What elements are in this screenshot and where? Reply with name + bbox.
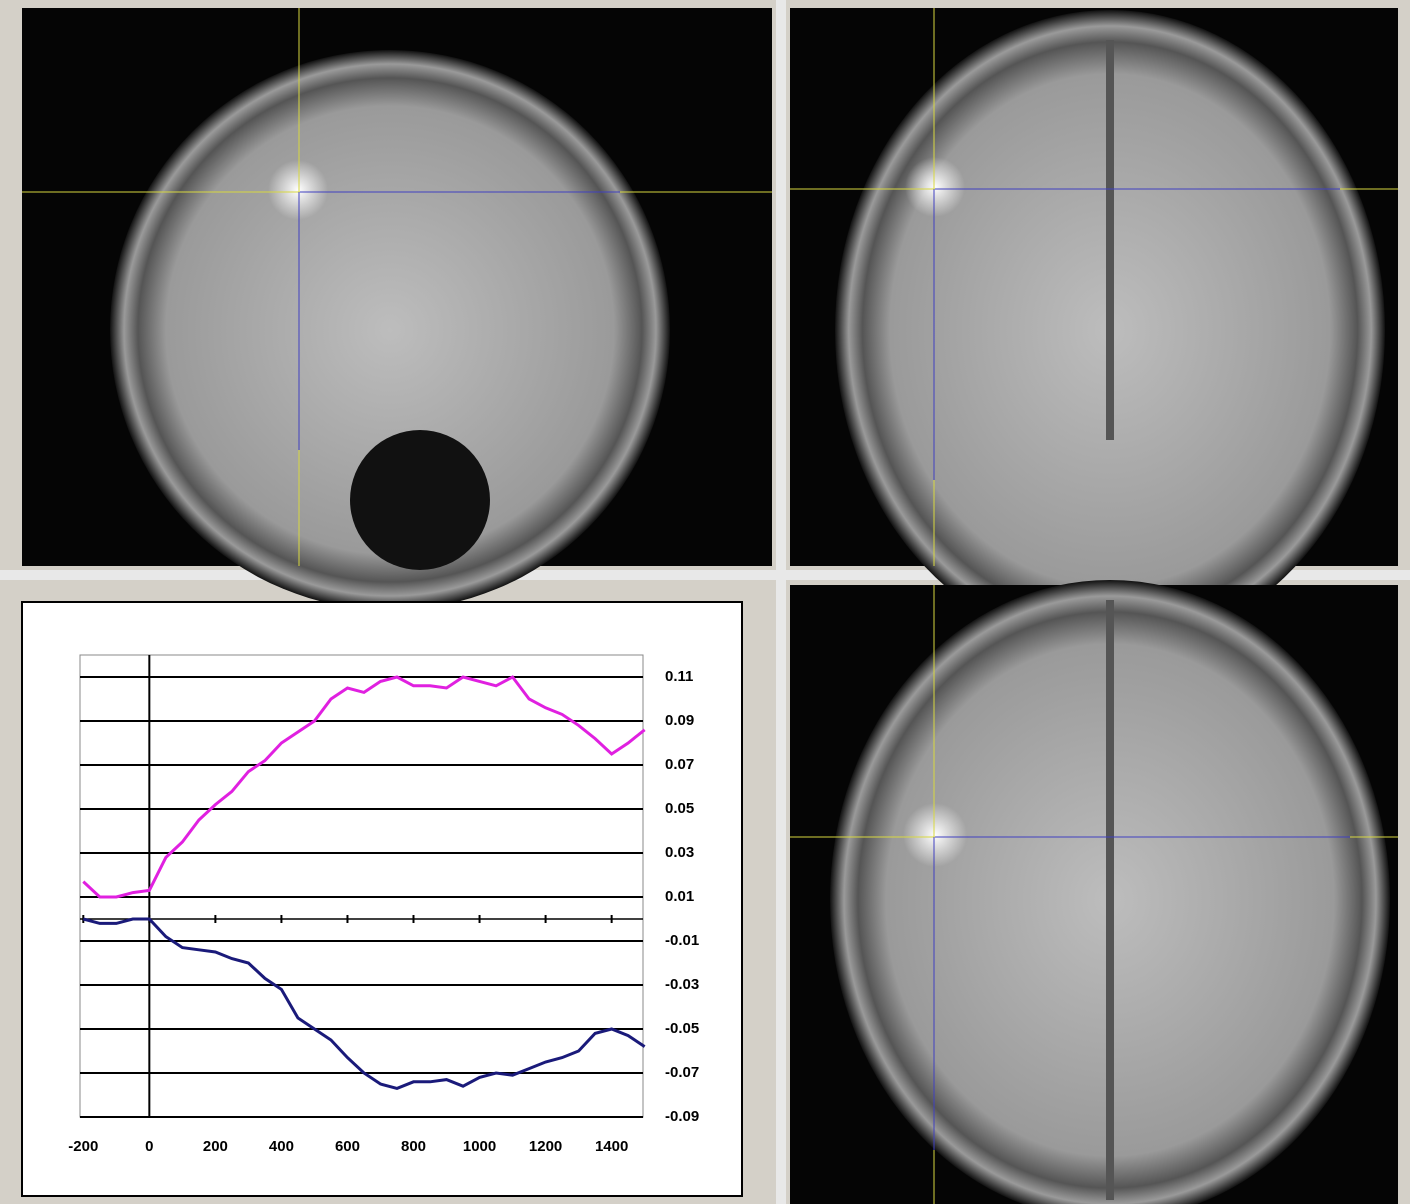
page: 0.11 0.09 0.07 0.05 0.03 0.01 -0.01 -0.03 -0.05 -… [0, 0, 1410, 1204]
x-tick-label: 1000 [463, 1138, 496, 1155]
y-tick-label: -0.09 [665, 1108, 699, 1125]
x-tick-label: 0 [145, 1138, 153, 1155]
y-tick-label: -0.07 [665, 1064, 699, 1081]
x-tick-label: 400 [269, 1138, 294, 1155]
midline [1106, 600, 1114, 1200]
x-tick-label: 800 [401, 1138, 426, 1155]
axial-view [790, 580, 1398, 1204]
splitter [776, 0, 786, 1204]
activation [905, 157, 965, 217]
y-tick-label: 0.01 [665, 888, 694, 905]
x-tick-label: 600 [335, 1138, 360, 1155]
y-tick-label: 0.05 [665, 800, 694, 817]
y-tick-label: -0.05 [665, 1020, 699, 1037]
viewer: 0.11 0.09 0.07 0.05 0.03 0.01 -0.01 -0.03 -0.05 -… [0, 0, 1410, 1204]
y-tick-label: 0.03 [665, 844, 694, 861]
x-tick-label: 1400 [595, 1138, 628, 1155]
y-tick-label: 0.11 [665, 668, 693, 685]
plot-area [80, 655, 643, 1117]
midline [1106, 40, 1114, 440]
coronal-view [790, 8, 1398, 650]
activation [268, 160, 328, 220]
brain-gap [350, 430, 490, 570]
y-tick-label: -0.03 [665, 976, 699, 993]
x-tick-label: -200 [68, 1138, 98, 1155]
x-tick-label: 1200 [529, 1138, 562, 1155]
sagittal-view [22, 8, 772, 610]
y-tick-label: 0.09 [665, 712, 694, 729]
y-tick-label: -0.01 [665, 932, 699, 949]
y-tick-label: 0.07 [665, 756, 694, 773]
activation [903, 803, 967, 867]
x-tick-label: 200 [203, 1138, 228, 1155]
